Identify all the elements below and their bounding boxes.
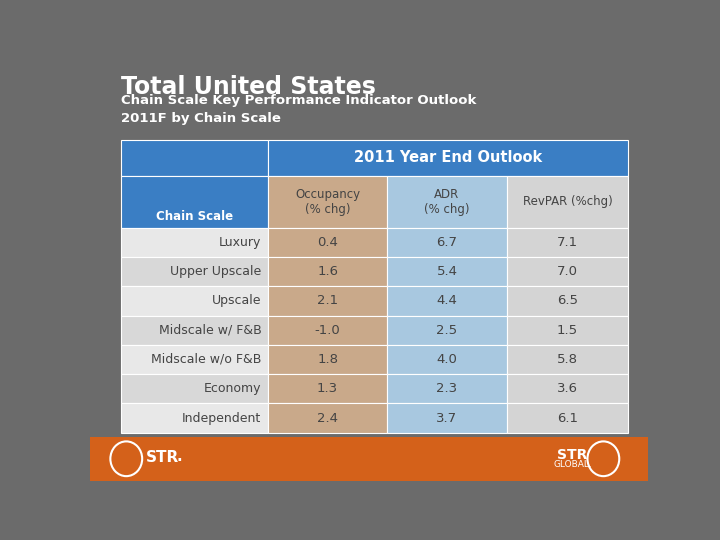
Text: Independent: Independent xyxy=(182,411,261,424)
Text: 2.1: 2.1 xyxy=(317,294,338,307)
Text: 2.5: 2.5 xyxy=(436,323,457,336)
Bar xyxy=(268,345,387,374)
Text: 4.4: 4.4 xyxy=(436,294,457,307)
Bar xyxy=(121,140,268,176)
Text: Upscale: Upscale xyxy=(212,294,261,307)
Text: Chain Scale: Chain Scale xyxy=(156,210,233,223)
Text: ·: · xyxy=(176,453,182,468)
Bar xyxy=(121,374,268,403)
Text: Total United States: Total United States xyxy=(121,75,376,99)
Bar xyxy=(268,315,387,345)
Bar xyxy=(507,286,629,315)
Bar xyxy=(90,437,648,481)
Text: RevPAR (%chg): RevPAR (%chg) xyxy=(523,195,613,208)
Text: Upper Upscale: Upper Upscale xyxy=(170,265,261,278)
Bar xyxy=(387,345,507,374)
Text: 1.3: 1.3 xyxy=(317,382,338,395)
Bar xyxy=(507,176,629,227)
Bar xyxy=(507,345,629,374)
Bar xyxy=(507,374,629,403)
Text: 7.1: 7.1 xyxy=(557,236,578,249)
Bar xyxy=(121,286,268,315)
Bar xyxy=(121,176,268,227)
Text: 6.5: 6.5 xyxy=(557,294,578,307)
Text: Economy: Economy xyxy=(204,382,261,395)
Bar xyxy=(268,374,387,403)
Text: 6.1: 6.1 xyxy=(557,411,578,424)
Text: STR: STR xyxy=(145,450,179,464)
Bar xyxy=(507,315,629,345)
Text: STR: STR xyxy=(557,448,588,462)
Bar xyxy=(268,286,387,315)
Text: Midscale w/ F&B: Midscale w/ F&B xyxy=(158,323,261,336)
Text: GLOBAL.: GLOBAL. xyxy=(553,460,592,469)
Text: 4.0: 4.0 xyxy=(436,353,457,366)
Text: 0.4: 0.4 xyxy=(318,236,338,249)
Text: 1.5: 1.5 xyxy=(557,323,578,336)
Bar xyxy=(268,403,387,433)
Bar xyxy=(268,257,387,286)
Bar xyxy=(507,257,629,286)
Bar xyxy=(121,403,268,433)
Bar xyxy=(121,257,268,286)
Text: 2.4: 2.4 xyxy=(317,411,338,424)
Bar xyxy=(387,315,507,345)
Text: 5.4: 5.4 xyxy=(436,265,457,278)
Bar xyxy=(121,315,268,345)
Text: Chain Scale Key Performance Indicator Outlook
2011F by Chain Scale: Chain Scale Key Performance Indicator Ou… xyxy=(121,94,476,125)
Bar xyxy=(507,403,629,433)
Text: 1.8: 1.8 xyxy=(317,353,338,366)
Bar xyxy=(387,374,507,403)
Text: 6.7: 6.7 xyxy=(436,236,457,249)
Text: Occupancy
(% chg): Occupancy (% chg) xyxy=(295,188,360,216)
Text: 1.6: 1.6 xyxy=(317,265,338,278)
Bar xyxy=(507,227,629,257)
Text: 2.3: 2.3 xyxy=(436,382,457,395)
Text: Luxury: Luxury xyxy=(219,236,261,249)
Text: 3.7: 3.7 xyxy=(436,411,457,424)
Bar xyxy=(387,176,507,227)
Text: 5.8: 5.8 xyxy=(557,353,578,366)
Bar xyxy=(121,227,268,257)
Bar xyxy=(268,227,387,257)
Bar xyxy=(121,345,268,374)
Bar xyxy=(387,257,507,286)
Bar xyxy=(387,403,507,433)
Bar xyxy=(268,176,387,227)
Bar xyxy=(268,140,629,176)
Text: 3.6: 3.6 xyxy=(557,382,578,395)
Text: Midscale w/o F&B: Midscale w/o F&B xyxy=(151,353,261,366)
Bar xyxy=(387,286,507,315)
Text: 2011 Year End Outlook: 2011 Year End Outlook xyxy=(354,151,542,165)
Text: -1.0: -1.0 xyxy=(315,323,341,336)
Text: 7.0: 7.0 xyxy=(557,265,578,278)
Bar xyxy=(387,227,507,257)
Text: ADR
(% chg): ADR (% chg) xyxy=(424,188,469,216)
